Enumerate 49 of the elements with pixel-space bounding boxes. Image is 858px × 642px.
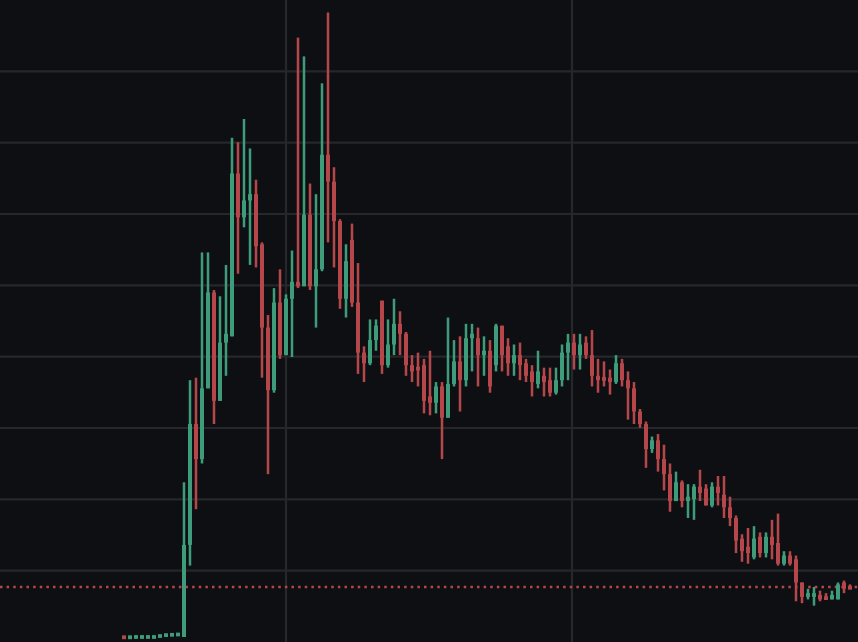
candlestick [722, 474, 726, 520]
candlestick [476, 326, 480, 388]
candlestick [548, 366, 552, 398]
candlestick [446, 316, 450, 420]
candlestick [602, 360, 606, 388]
candlestick [650, 435, 654, 455]
candlestick [680, 479, 684, 509]
candlestick [500, 324, 504, 373]
candlestick [290, 249, 294, 359]
candlestick [752, 524, 756, 561]
candlestick [764, 531, 768, 559]
candlestick [542, 366, 546, 398]
candlestick [806, 587, 810, 601]
candlestick [368, 318, 372, 367]
candlestick [488, 338, 492, 394]
candlestick [440, 380, 444, 461]
candlestick [614, 353, 618, 386]
candlestick [812, 585, 816, 607]
candlestick [428, 349, 432, 417]
candlestick [770, 518, 774, 561]
candlestick [434, 380, 438, 415]
candlestick [566, 332, 570, 382]
candlestick [710, 481, 714, 509]
candlestick [236, 140, 240, 275]
candlestick [692, 482, 696, 522]
candlestick [194, 376, 198, 511]
candlestick [512, 343, 516, 378]
candlestick [200, 251, 204, 465]
candlestick [572, 332, 576, 371]
candlestick [794, 554, 798, 603]
candlestick [494, 322, 498, 373]
candlestick [746, 526, 750, 565]
candlestick [530, 363, 534, 398]
candlestick [422, 357, 426, 415]
candlestick [536, 349, 540, 390]
candlestick [518, 341, 522, 382]
candlestick [302, 55, 306, 288]
candlestick [776, 512, 780, 567]
candlestick [578, 332, 582, 371]
candlestick [308, 182, 312, 292]
candlestick [698, 468, 702, 503]
candlestick [758, 531, 762, 559]
candlestick [590, 328, 594, 388]
candlestick [344, 243, 348, 319]
candlestick [278, 268, 282, 361]
candlestick [464, 322, 468, 388]
candlestick [458, 335, 462, 413]
candlestick [782, 549, 786, 567]
candlestick [674, 470, 678, 503]
